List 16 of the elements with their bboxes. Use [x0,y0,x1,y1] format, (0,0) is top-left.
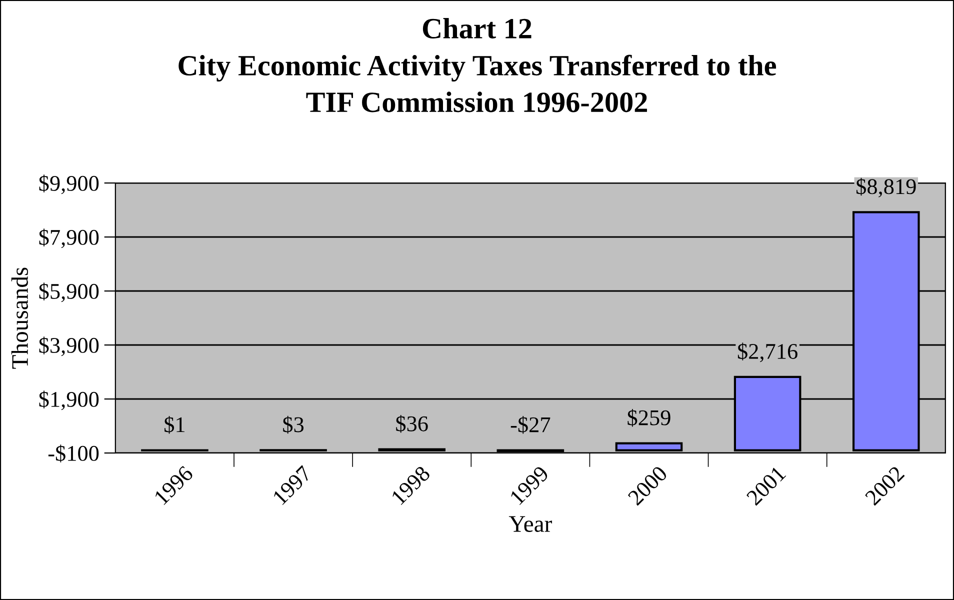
y-tick-label: -$100 [48,444,99,462]
chart-title: Chart 12 City Economic Activity Taxes Transferred to the TIF Commission 1996-2002 [178,18,776,112]
data-label: $2,716 [738,342,798,362]
y-tick-label: $5,900 [39,282,99,302]
data-label: $259 [628,408,670,427]
x-axis-title: Year [508,516,552,532]
data-label: $36 [396,415,428,433]
y-tick-label: $1,900 [39,390,99,410]
data-label: $3 [283,416,304,434]
data-label: $1 [164,416,184,434]
y-tick-label: $7,900 [39,228,99,248]
data-label: $8,819 [856,178,916,198]
y-axis-title: Thousands [11,268,28,369]
y-tick-label: $3,900 [39,336,99,356]
y-tick-label: $9,900 [39,174,99,194]
data-label: -$27 [510,416,550,434]
